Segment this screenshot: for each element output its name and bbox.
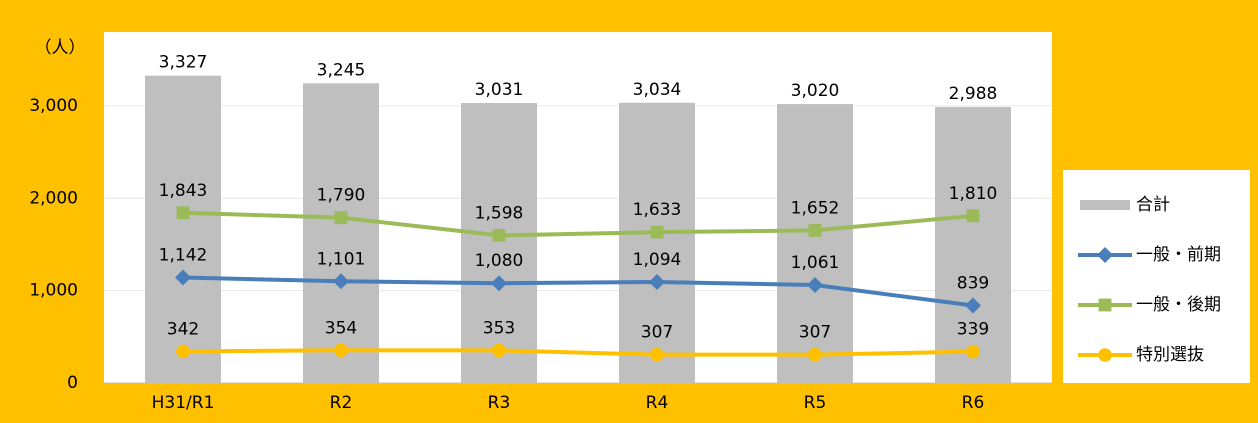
data-label: 1,142 (159, 246, 208, 266)
line (182, 275, 974, 308)
data-label: 3,327 (159, 53, 208, 73)
data-label: 307 (641, 323, 673, 343)
bar (461, 103, 537, 384)
y-tick-label: 2,000 (29, 188, 78, 208)
line (182, 348, 974, 357)
legend-label: 一般・後期 (1136, 295, 1221, 315)
point (492, 228, 506, 242)
point (966, 209, 980, 223)
data-label: 1,790 (317, 186, 366, 206)
point (176, 344, 190, 359)
bar (935, 107, 1011, 383)
data-label: 1,652 (791, 198, 840, 218)
data-label: 1,810 (949, 184, 998, 204)
legend-marker (1097, 247, 1113, 263)
point (334, 211, 348, 225)
point (649, 273, 665, 290)
point (491, 275, 507, 292)
point (334, 343, 348, 358)
data-label: 1,061 (791, 253, 840, 273)
point (492, 343, 506, 358)
data-label: 1,080 (475, 251, 524, 271)
data-label: 3,020 (791, 81, 840, 101)
y-axis-label: （人） (35, 38, 86, 58)
point (965, 297, 981, 314)
point (650, 347, 664, 362)
legend-marker (1098, 348, 1112, 362)
data-label: 1,094 (633, 250, 682, 270)
y-tick-label: 3,000 (29, 96, 78, 116)
x-tick-label: R2 (330, 393, 353, 413)
point (650, 225, 664, 239)
x-tick-label: R6 (962, 393, 985, 413)
data-label: 354 (325, 318, 357, 338)
plot-area (104, 32, 1052, 383)
data-label: 3,034 (633, 80, 682, 100)
x-tick-label: R5 (804, 393, 827, 413)
y-tick-label: 0 (67, 373, 78, 393)
bar (303, 83, 379, 384)
x-tick-label: R3 (488, 393, 511, 413)
legend-label: 合計 (1136, 195, 1170, 215)
data-label: 3,031 (475, 80, 524, 100)
point (808, 224, 822, 237)
point (808, 347, 822, 362)
legend-marker (1098, 298, 1112, 312)
data-label: 1,843 (159, 181, 208, 201)
data-label: 839 (957, 274, 989, 294)
data-label: 1,101 (317, 249, 366, 269)
legend-label: 一般・前期 (1136, 245, 1221, 265)
data-label: 1,598 (475, 203, 524, 223)
y-tick-label: 1,000 (29, 281, 78, 301)
data-label: 353 (483, 318, 515, 338)
legend-label: 特別選抜 (1136, 345, 1204, 365)
bar (777, 104, 853, 384)
data-label: 339 (957, 320, 989, 340)
x-tick-label: H31/R1 (152, 393, 215, 413)
bar (145, 75, 221, 384)
point (966, 344, 980, 359)
point (175, 269, 191, 286)
data-label: 342 (167, 319, 199, 339)
x-tick-label: R4 (646, 393, 669, 413)
data-label: 3,245 (317, 60, 366, 80)
point (333, 273, 349, 290)
point (176, 206, 190, 220)
data-label: 2,988 (949, 84, 998, 104)
data-label: 1,633 (633, 200, 682, 220)
data-label: 307 (799, 323, 831, 343)
bar (619, 102, 695, 383)
legend-swatch (1080, 200, 1130, 210)
line (182, 210, 974, 238)
point (807, 276, 823, 293)
